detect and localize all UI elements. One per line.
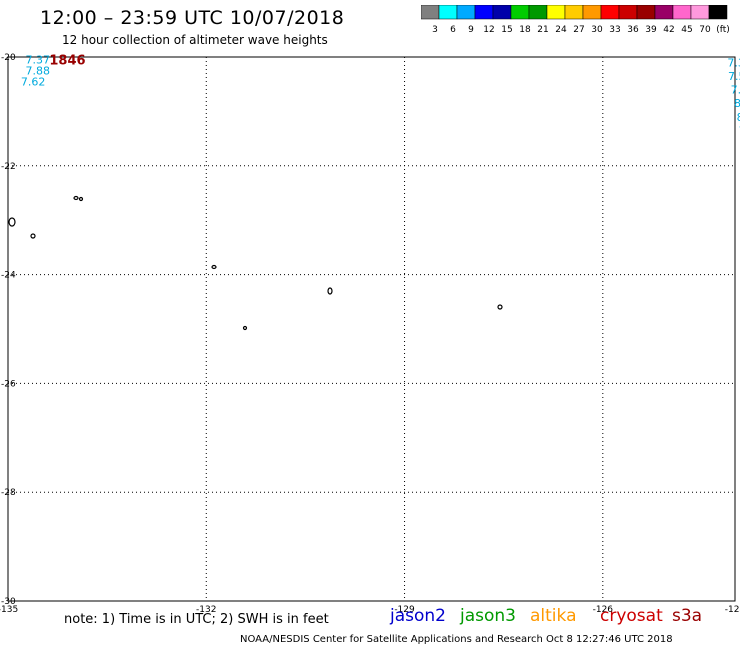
color-scale-label: 45 — [681, 25, 692, 35]
color-swatch — [528, 5, 548, 20]
y-tick-label: -20 — [1, 53, 16, 63]
island-outline — [8, 217, 16, 227]
color-swatch — [456, 5, 476, 20]
color-swatch — [421, 5, 440, 20]
wave-height-map: -135-132-129-126-123-124-20-22-24-26-28-… — [0, 53, 740, 615]
color-scale-label: 24 — [555, 25, 567, 35]
color-scale-label: 36 — [627, 25, 639, 35]
y-tick-label: -26 — [1, 379, 16, 389]
plot-frame — [7, 56, 736, 602]
island-outline — [211, 264, 217, 270]
legend-cryosat: cryosat — [600, 606, 663, 626]
island-outline — [73, 195, 79, 201]
y-tick-label: -24 — [1, 271, 16, 281]
island-outline — [497, 304, 503, 310]
island-outline — [242, 325, 248, 331]
color-swatch — [708, 5, 728, 20]
chart-subtitle: 12 hour collection of altimeter wave hei… — [62, 33, 328, 47]
wave-height-label: 7.88 — [25, 65, 50, 78]
wave-height-label: 8.06 — [737, 111, 740, 124]
chart-title: 12:00 – 23:59 UTC 10/07/2018 — [40, 7, 345, 29]
color-scale-label: 30 — [591, 25, 603, 35]
legend-jason2: jason2 — [390, 606, 446, 626]
color-swatch — [654, 5, 674, 20]
color-scale-legend: 3 6 9 12 15 18 21 24 27 30 33 36 39 42 45 70 (ft) — [421, 5, 730, 35]
wave-height-label: 7.83 — [731, 84, 740, 97]
color-scale-label: 18 — [519, 25, 531, 35]
pass-time-label: 1846 — [49, 54, 85, 69]
color-scale-label: (ft) — [716, 25, 730, 35]
y-tick-label: -28 — [1, 488, 16, 498]
wave-height-label: 8.04 — [734, 97, 740, 110]
color-scale-label: 39 — [645, 25, 657, 35]
legend-s3a: s3a — [672, 606, 703, 626]
color-scale-label: 70 — [699, 25, 711, 35]
color-swatch — [438, 5, 458, 20]
color-scale-label: 9 — [468, 25, 474, 35]
color-swatch — [492, 5, 512, 20]
x-tick-label: -135 — [0, 605, 18, 615]
y-tick-label: -22 — [1, 162, 16, 172]
legend-jason3: jason3 — [460, 606, 516, 626]
legend-altika: altika — [530, 606, 577, 626]
color-swatch — [600, 5, 620, 20]
color-scale-label: 3 — [432, 25, 438, 35]
y-tick-label: -30 — [1, 597, 16, 607]
wave-height-label: 7.37 — [25, 54, 50, 67]
color-scale-label: 33 — [609, 25, 620, 35]
credit-line: NOAA/NESDIS Center for Satellite Applica… — [240, 634, 673, 645]
color-swatch — [510, 5, 530, 20]
color-swatch — [564, 5, 584, 20]
wave-height-label: 7.62 — [21, 75, 46, 88]
color-swatch — [618, 5, 638, 20]
color-swatch — [546, 5, 566, 20]
color-scale-label: 12 — [483, 25, 494, 35]
color-scale-label: 6 — [450, 25, 456, 35]
wave-height-label: 7.53 — [728, 70, 740, 83]
note-text: note: 1) Time is in UTC; 2) SWH is in fe… — [64, 612, 329, 627]
color-swatch — [690, 5, 710, 20]
color-swatch — [672, 5, 692, 20]
island-outline — [30, 233, 36, 239]
color-scale-label: 21 — [537, 25, 548, 35]
island-outline — [78, 196, 84, 202]
x-tick-label: -124 — [725, 605, 740, 615]
color-scale-label: 27 — [573, 25, 584, 35]
color-scale-label: 15 — [501, 25, 512, 35]
island-outline — [327, 287, 333, 295]
color-scale-label: 42 — [663, 25, 674, 35]
wave-height-label: 7.39 — [727, 56, 740, 69]
color-swatch — [636, 5, 656, 20]
color-swatch — [474, 5, 494, 20]
color-swatch — [582, 5, 602, 20]
